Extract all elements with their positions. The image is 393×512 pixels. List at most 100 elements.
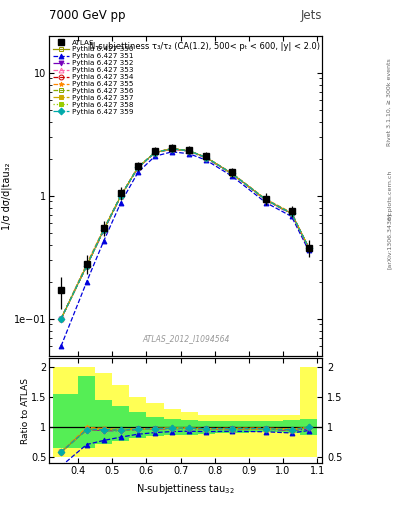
- Pythia 6.427 350: [289, 210, 294, 217]
- Pythia 6.427 351: [306, 247, 311, 253]
- Pythia 6.427 354: [187, 148, 191, 154]
- Text: N-subjettiness τ₃/τ₂ (CA(1.2), 500< pₜ < 600, |y| < 2.0): N-subjettiness τ₃/τ₂ (CA(1.2), 500< pₜ <…: [88, 42, 320, 51]
- Pythia 6.427 352: [118, 194, 123, 200]
- Pythia 6.427 358: [306, 244, 311, 250]
- Pythia 6.427 357: [101, 227, 106, 233]
- Pythia 6.427 358: [204, 155, 209, 161]
- Line: Pythia 6.427 353: Pythia 6.427 353: [59, 146, 311, 321]
- Pythia 6.427 358: [264, 197, 268, 203]
- Pythia 6.427 353: [187, 148, 191, 154]
- Pythia 6.427 353: [152, 150, 157, 156]
- Pythia 6.427 350: [306, 244, 311, 250]
- Pythia 6.427 356: [84, 263, 89, 269]
- Legend: ATLAS, Pythia 6.427 350, Pythia 6.427 351, Pythia 6.427 352, Pythia 6.427 353, P: ATLAS, Pythia 6.427 350, Pythia 6.427 35…: [51, 38, 134, 116]
- Pythia 6.427 353: [84, 263, 89, 269]
- Y-axis label: 1/σ dσ/d|tau₃₂: 1/σ dσ/d|tau₃₂: [2, 162, 13, 229]
- Pythia 6.427 355: [230, 170, 234, 176]
- Pythia 6.427 359: [152, 150, 157, 156]
- Pythia 6.427 353: [136, 164, 140, 170]
- Text: Jets: Jets: [301, 9, 322, 22]
- Pythia 6.427 358: [170, 145, 174, 152]
- Pythia 6.427 354: [136, 164, 140, 170]
- Pythia 6.427 353: [118, 193, 123, 199]
- Line: Pythia 6.427 357: Pythia 6.427 357: [59, 146, 311, 321]
- Pythia 6.427 358: [136, 164, 140, 170]
- Pythia 6.427 355: [118, 192, 123, 198]
- Pythia 6.427 354: [59, 316, 63, 322]
- Pythia 6.427 352: [170, 146, 174, 152]
- Pythia 6.427 352: [306, 246, 311, 252]
- Pythia 6.427 355: [264, 196, 268, 202]
- Pythia 6.427 359: [264, 197, 268, 203]
- Pythia 6.427 357: [264, 197, 268, 203]
- Line: Pythia 6.427 359: Pythia 6.427 359: [59, 146, 311, 321]
- Pythia 6.427 358: [230, 170, 234, 177]
- Pythia 6.427 359: [170, 145, 174, 152]
- Y-axis label: Ratio to ATLAS: Ratio to ATLAS: [20, 378, 29, 444]
- Pythia 6.427 350: [101, 227, 106, 233]
- Pythia 6.427 359: [306, 244, 311, 250]
- Line: Pythia 6.427 354: Pythia 6.427 354: [59, 146, 311, 321]
- Pythia 6.427 358: [84, 263, 89, 269]
- Pythia 6.427 355: [306, 244, 311, 250]
- Pythia 6.427 351: [152, 153, 157, 159]
- Pythia 6.427 355: [84, 261, 89, 267]
- Pythia 6.427 357: [204, 155, 209, 161]
- Pythia 6.427 357: [306, 244, 311, 250]
- Pythia 6.427 351: [59, 343, 63, 349]
- Text: Rivet 3.1.10, ≥ 300k events: Rivet 3.1.10, ≥ 300k events: [387, 58, 392, 146]
- Pythia 6.427 352: [84, 263, 89, 269]
- Pythia 6.427 359: [59, 316, 63, 322]
- Pythia 6.427 352: [204, 155, 209, 161]
- Pythia 6.427 352: [101, 228, 106, 234]
- Pythia 6.427 354: [264, 197, 268, 203]
- Pythia 6.427 354: [170, 145, 174, 152]
- Pythia 6.427 352: [187, 148, 191, 155]
- Pythia 6.427 356: [152, 150, 157, 156]
- Pythia 6.427 356: [187, 148, 191, 154]
- Pythia 6.427 355: [170, 145, 174, 152]
- Pythia 6.427 354: [289, 210, 294, 217]
- Pythia 6.427 359: [289, 210, 294, 217]
- Pythia 6.427 351: [289, 214, 294, 220]
- Pythia 6.427 359: [118, 193, 123, 199]
- Pythia 6.427 354: [204, 155, 209, 161]
- Pythia 6.427 355: [152, 149, 157, 155]
- Pythia 6.427 353: [289, 210, 294, 217]
- Pythia 6.427 351: [84, 279, 89, 285]
- Pythia 6.427 352: [136, 165, 140, 171]
- Line: Pythia 6.427 356: Pythia 6.427 356: [59, 146, 311, 321]
- Pythia 6.427 356: [289, 210, 294, 217]
- Pythia 6.427 351: [101, 238, 106, 244]
- Pythia 6.427 353: [59, 316, 63, 322]
- Pythia 6.427 351: [170, 149, 174, 155]
- Pythia 6.427 353: [230, 170, 234, 177]
- Pythia 6.427 352: [152, 150, 157, 156]
- Pythia 6.427 353: [204, 155, 209, 161]
- Pythia 6.427 350: [84, 263, 89, 269]
- Text: [arXiv:1306.3436]: [arXiv:1306.3436]: [387, 212, 392, 269]
- Pythia 6.427 357: [136, 164, 140, 170]
- Pythia 6.427 356: [101, 227, 106, 233]
- Pythia 6.427 356: [264, 197, 268, 203]
- Pythia 6.427 350: [59, 316, 63, 322]
- Pythia 6.427 350: [118, 193, 123, 199]
- Pythia 6.427 356: [136, 164, 140, 170]
- Pythia 6.427 359: [136, 164, 140, 170]
- Pythia 6.427 351: [187, 151, 191, 157]
- Pythia 6.427 357: [289, 210, 294, 217]
- Line: Pythia 6.427 350: Pythia 6.427 350: [59, 146, 311, 321]
- Pythia 6.427 356: [204, 155, 209, 161]
- Text: ATLAS_2012_I1094564: ATLAS_2012_I1094564: [142, 334, 230, 343]
- Pythia 6.427 355: [136, 164, 140, 170]
- Pythia 6.427 358: [289, 210, 294, 217]
- Pythia 6.427 354: [84, 263, 89, 269]
- Pythia 6.427 359: [204, 155, 209, 161]
- Pythia 6.427 351: [204, 157, 209, 163]
- Pythia 6.427 357: [230, 171, 234, 177]
- Pythia 6.427 354: [101, 227, 106, 233]
- Pythia 6.427 351: [230, 173, 234, 179]
- Pythia 6.427 357: [118, 193, 123, 199]
- Pythia 6.427 354: [118, 193, 123, 199]
- Pythia 6.427 358: [59, 316, 63, 322]
